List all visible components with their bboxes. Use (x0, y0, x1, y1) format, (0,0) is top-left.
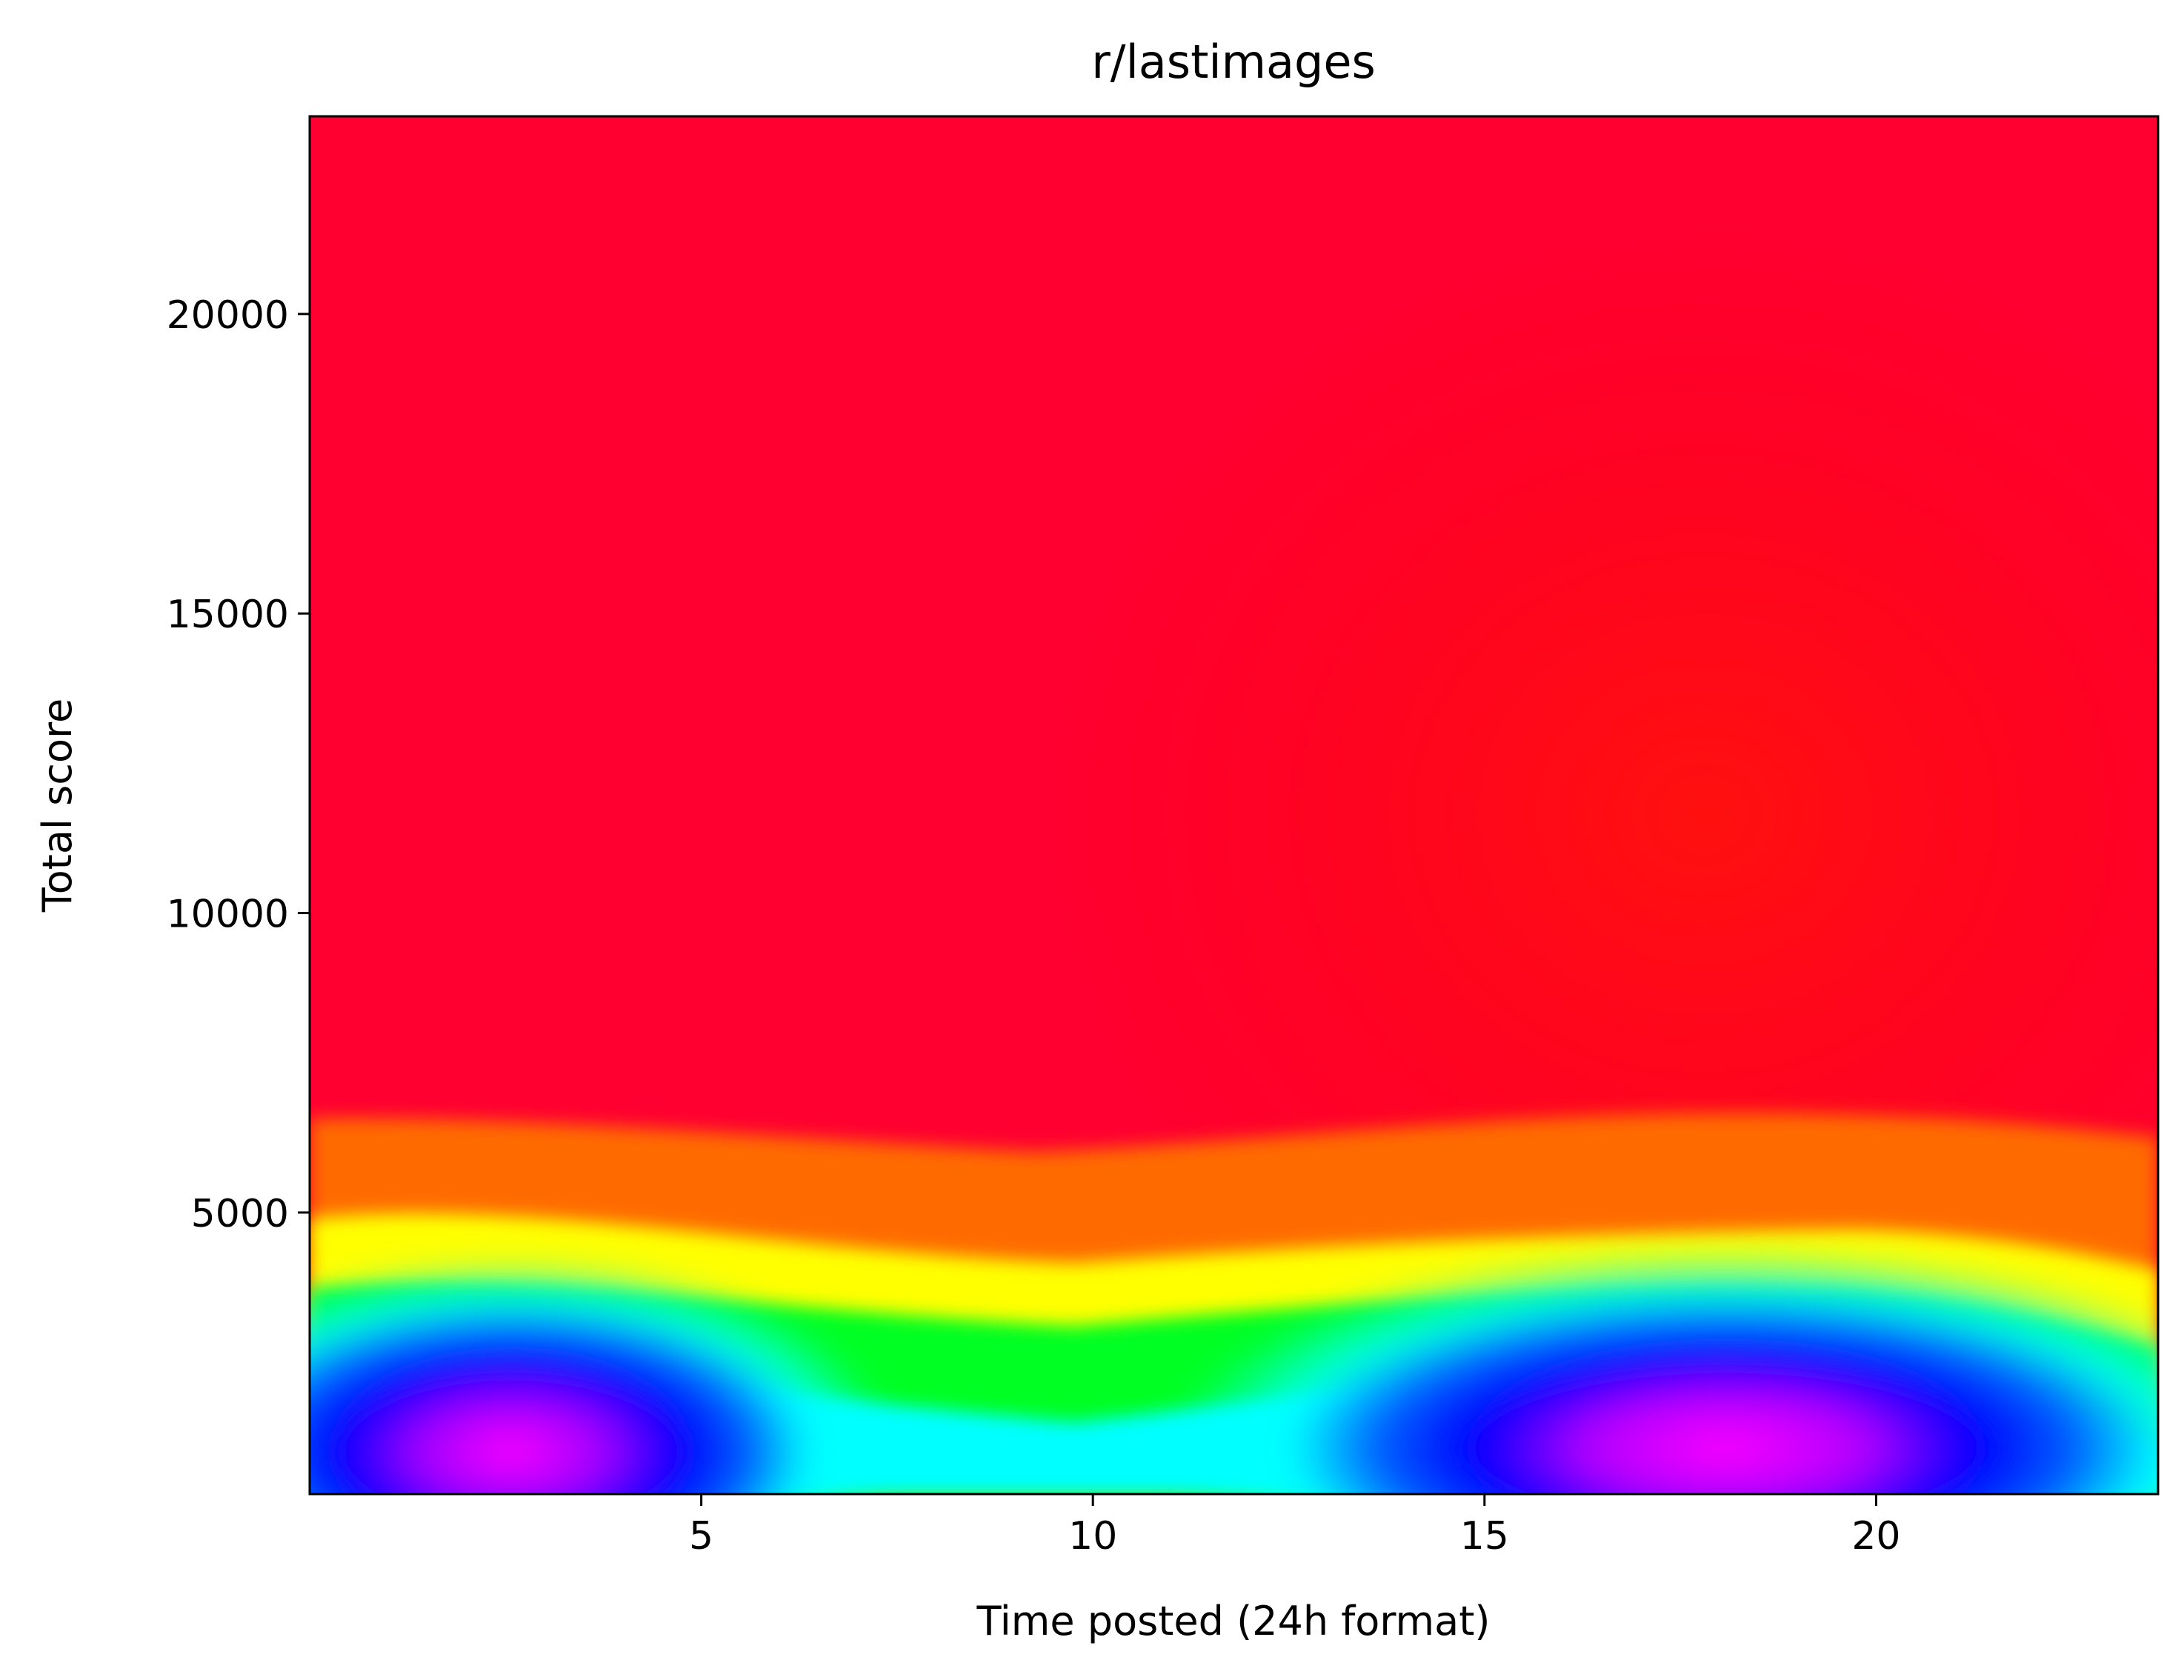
x-tick-label: 15 (1460, 1514, 1509, 1559)
x-axis-ticks: 5 10 15 20 (689, 1494, 1900, 1559)
y-tick-label: 10000 (167, 893, 289, 937)
density-peak-right (1163, 1248, 2158, 1494)
density-peak-left (310, 1259, 896, 1494)
plot-frame (308, 115, 2160, 1496)
y-axis-label: Total score (34, 699, 81, 913)
chart-title: r/lastimages (1091, 35, 1376, 89)
x-tick-label: 10 (1068, 1514, 1117, 1559)
x-tick-label: 5 (689, 1514, 713, 1559)
x-axis-label: Time posted (24h format) (976, 1598, 1490, 1644)
heatmap-warm-region (1037, 222, 2158, 1407)
y-tick-label: 20000 (167, 293, 289, 338)
y-tick-label: 15000 (167, 593, 289, 637)
x-tick-label: 20 (1851, 1514, 1900, 1559)
y-tick-label: 5000 (191, 1192, 289, 1236)
y-axis-ticks: 5000 10000 15000 20000 (167, 293, 310, 1236)
heatmap-field (310, 116, 2158, 1494)
